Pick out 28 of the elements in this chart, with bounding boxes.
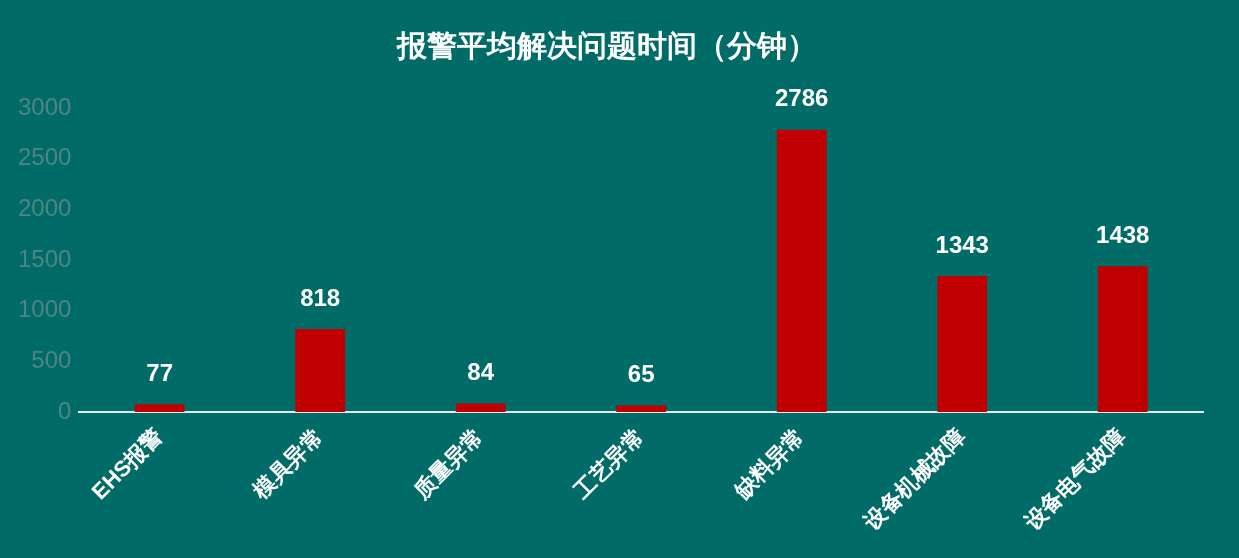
y-tick-label: 1500 [18,244,72,272]
data-label: 818 [300,283,341,311]
bar [937,275,988,412]
x-tick-label: 模具异常 [247,423,328,505]
bar [295,329,346,412]
y-tick-label: 1000 [18,295,72,323]
data-label: 1343 [935,230,989,258]
x-tick-label: 缺料异常 [728,423,810,505]
x-tick-label: 设备机械故障 [858,423,971,536]
y-tick-label: 0 [58,396,72,424]
data-label: 77 [146,358,173,386]
chart-title: 报警平均解决问题时间（分钟） [395,29,817,63]
data-label: 84 [467,358,495,386]
bar [134,404,185,412]
bar [1097,266,1148,412]
y-tick-label: 2000 [18,193,72,221]
data-label: 65 [627,360,655,388]
y-tick-label: 500 [31,345,72,373]
x-tick-label: 设备电气故障 [1018,423,1131,536]
bar [455,403,506,412]
x-tick-label: 工艺异常 [568,423,650,505]
bar [776,129,827,412]
x-tick-label: 质量异常 [407,423,489,505]
y-tick-label: 3000 [18,92,72,120]
y-tick-label: 2500 [18,143,72,171]
data-label: 1438 [1096,220,1150,248]
data-label: 2786 [775,84,829,112]
bar [616,405,667,412]
